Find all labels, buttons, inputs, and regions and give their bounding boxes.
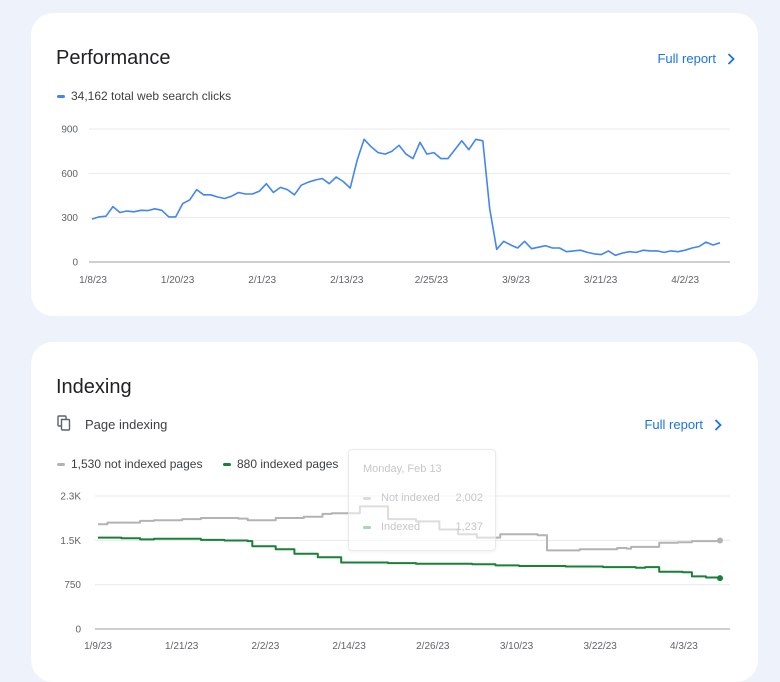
page-indexing-label: Page indexing	[85, 417, 168, 432]
indexing-series-line-1	[98, 536, 721, 579]
indexed-legend-swatch	[223, 462, 231, 466]
not-indexed-legend[interactable]: 1,530 not indexed pages	[57, 457, 202, 471]
performance-x-tick-label: 1/20/23	[161, 275, 195, 286]
performance-x-tick-label: 3/9/23	[502, 275, 530, 286]
tooltip-not-indexed-row: Not indexed 2,002	[363, 492, 483, 504]
tooltip-indexed-label: Indexed	[381, 521, 421, 533]
performance-x-tick-label: 1/8/23	[79, 275, 107, 286]
tooltip-not-indexed-label: Not indexed	[381, 492, 440, 504]
indexing-full-report-label: Full report	[644, 417, 703, 432]
clicks-legend-swatch	[57, 94, 65, 98]
indexing-x-tick-label: 3/10/23	[500, 641, 534, 652]
indexing-title: Indexing	[56, 376, 132, 398]
indexed-legend-label: 880 indexed pages	[237, 457, 339, 471]
indexing-x-tick-label: 2/14/23	[332, 641, 366, 652]
tooltip-indexed-row: Indexed 1,237	[363, 521, 483, 533]
not-indexed-legend-label: 1,530 not indexed pages	[71, 457, 203, 471]
indexing-y-tick-label: 750	[64, 580, 81, 591]
performance-card: Performance Full report 34,162 total web…	[31, 13, 758, 316]
page-indexing-icon	[57, 415, 71, 436]
clicks-legend-label: 34,162 total web search clicks	[71, 89, 232, 103]
indexing-x-tick-label: 2/26/23	[416, 641, 450, 652]
performance-y-tick-label: 600	[61, 169, 78, 180]
performance-x-tick-label: 2/25/23	[415, 275, 449, 286]
indexing-x-tick-label: 4/3/23	[670, 641, 698, 652]
performance-legend: 34,162 total web search clicks	[57, 89, 231, 103]
performance-title: Performance	[56, 47, 171, 69]
performance-x-tick-label: 2/13/23	[330, 275, 364, 286]
tooltip-date: Monday, Feb 13	[363, 463, 442, 475]
tooltip-not-indexed-value: 2,002	[455, 492, 483, 504]
performance-x-tick-label: 3/21/23	[584, 275, 618, 286]
indexing-x-tick-label: 1/21/23	[165, 641, 199, 652]
indexing-y-tick-label: 1.5K	[60, 536, 81, 547]
indexing-full-report-link[interactable]: Full report	[644, 417, 723, 432]
indexing-y-tick-label: 2.3K	[60, 492, 81, 503]
indexing-tooltip: Monday, Feb 13 Not indexed 2,002 Indexed…	[348, 449, 496, 551]
performance-series-line-0	[91, 138, 721, 257]
indexing-x-tick-label: 3/22/23	[584, 641, 618, 652]
chevron-right-icon	[727, 52, 735, 65]
indexing-series-endpoint-0	[717, 537, 723, 544]
performance-y-tick-label: 0	[72, 258, 78, 269]
tooltip-indexed-swatch	[363, 525, 371, 529]
performance-full-report-label: Full report	[657, 51, 716, 66]
indexing-y-tick-label: 0	[75, 625, 81, 636]
indexed-legend[interactable]: 880 indexed pages	[223, 457, 338, 471]
indexing-series-endpoint-1	[717, 575, 723, 582]
performance-x-tick-label: 2/1/23	[248, 275, 276, 286]
performance-x-tick-label: 4/2/23	[671, 275, 699, 286]
tooltip-indexed-value: 1,237	[455, 521, 483, 533]
performance-y-tick-label: 900	[61, 125, 78, 136]
performance-chart[interactable]: 900 600 300 01/8/23 1/20/23 2/1/23 2/13/23 2/25…	[61, 125, 730, 287]
chevron-right-icon	[714, 418, 722, 431]
tooltip-not-indexed-swatch	[363, 496, 371, 500]
performance-full-report-link[interactable]: Full report	[657, 51, 736, 66]
performance-y-tick-label: 300	[61, 213, 78, 224]
indexing-x-tick-label: 1/9/23	[84, 641, 112, 652]
not-indexed-legend-swatch	[57, 462, 65, 466]
indexing-x-tick-label: 2/2/23	[251, 641, 279, 652]
